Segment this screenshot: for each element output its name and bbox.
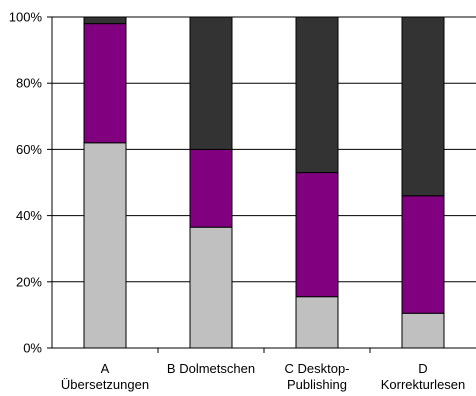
bar-segment — [401, 16, 445, 197]
y-axis-tick-labels: 0% 20% 40% 60% 80% 100% — [9, 10, 43, 356]
bar-segment — [295, 172, 339, 298]
bar-segment — [401, 195, 445, 314]
bar-segment — [189, 226, 233, 349]
x-category-label: Korrekturlesen — [381, 377, 466, 392]
x-category-label: B Dolmetschen — [167, 361, 255, 376]
y-tick-label: 20% — [16, 274, 42, 289]
bar-segment — [83, 23, 127, 144]
y-tick-label: 40% — [16, 208, 42, 223]
bars — [83, 16, 445, 349]
x-category-label: D — [418, 361, 427, 376]
axes — [47, 16, 476, 353]
x-category-label: Publishing — [287, 377, 347, 392]
x-category-label: Übersetzungen — [61, 377, 149, 392]
y-tick-label: 60% — [16, 142, 42, 157]
bar-segment — [295, 296, 339, 349]
y-tick-label: 100% — [9, 10, 43, 25]
y-tick-label: 80% — [16, 76, 42, 91]
x-category-label: A — [101, 361, 110, 376]
bar-segment — [189, 148, 233, 228]
bar-segment — [295, 16, 339, 174]
x-category-label: C Desktop- — [284, 361, 349, 376]
y-tick-label: 0% — [23, 341, 42, 356]
bar-segment — [401, 312, 445, 349]
bar-segment — [83, 142, 127, 349]
bar-segment — [189, 16, 233, 150]
bar-segment — [83, 16, 127, 25]
